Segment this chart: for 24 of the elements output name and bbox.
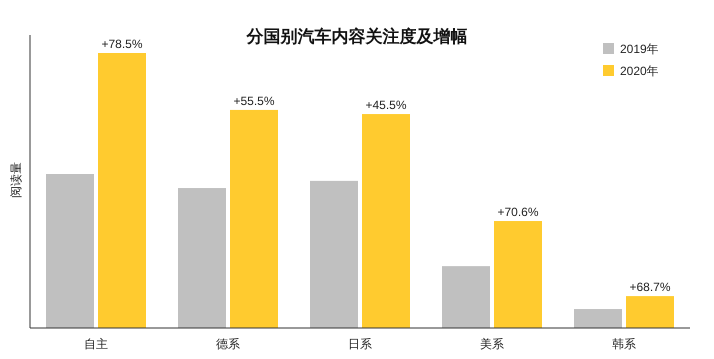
x-tick-label: 自主: [84, 337, 108, 351]
bar: [494, 221, 542, 328]
bar: [362, 114, 410, 328]
y-axis-title: 阅读量: [9, 162, 23, 198]
legend-label: 2019年: [620, 42, 659, 56]
bar: [574, 309, 622, 328]
bar: [230, 110, 278, 328]
annotation: +70.6%: [497, 205, 539, 220]
legend-label: 2020年: [620, 64, 659, 78]
annotation: +68.7%: [629, 280, 671, 294]
annotation: +45.5%: [365, 98, 407, 112]
x-tick-label: 韩系: [612, 337, 636, 351]
chart-title: 分国别汽车内容关注度及增幅: [246, 27, 468, 46]
x-tick-label: 日系: [348, 337, 372, 351]
annotation: +78.5%: [101, 37, 143, 51]
annotation: +55.5%: [233, 94, 275, 108]
bar: [46, 174, 94, 328]
bar: [626, 296, 674, 328]
x-tick-label: 德系: [216, 337, 240, 351]
x-tick-label: 美系: [480, 337, 504, 351]
bar: [310, 180, 358, 328]
bar: [178, 188, 226, 328]
bar: [98, 53, 146, 328]
bar: [442, 266, 490, 328]
